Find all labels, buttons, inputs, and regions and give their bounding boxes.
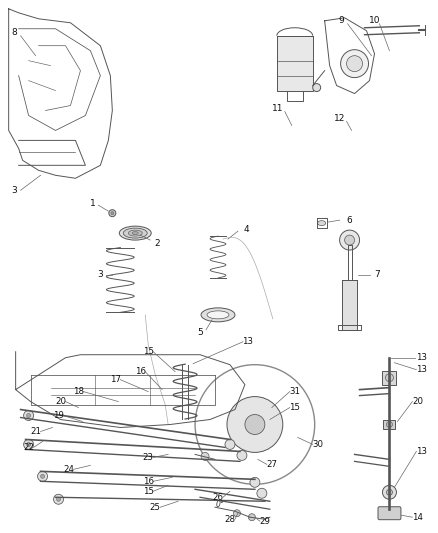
Circle shape (386, 489, 392, 495)
Text: 16: 16 (135, 367, 146, 376)
Bar (277, 36, 313, 91)
Text: 8: 8 (12, 28, 18, 37)
Text: 3: 3 (12, 185, 18, 195)
Text: 13: 13 (416, 447, 427, 456)
Text: 14: 14 (412, 513, 423, 522)
Text: 0°: 0° (215, 500, 224, 508)
Circle shape (386, 422, 392, 427)
Circle shape (27, 414, 31, 417)
Text: 21: 21 (30, 427, 41, 436)
Circle shape (38, 471, 48, 481)
Circle shape (245, 415, 265, 434)
Text: 5: 5 (197, 328, 203, 337)
Text: 2: 2 (154, 239, 160, 247)
Text: 25: 25 (150, 503, 161, 512)
Text: 27: 27 (266, 460, 277, 469)
Circle shape (237, 450, 247, 461)
Text: 3: 3 (98, 270, 103, 279)
Text: 29: 29 (259, 516, 270, 526)
Text: 10: 10 (369, 17, 380, 25)
Text: 13: 13 (242, 337, 254, 346)
Ellipse shape (128, 230, 142, 236)
Text: 11: 11 (272, 104, 283, 113)
Circle shape (225, 439, 235, 449)
Circle shape (227, 397, 283, 453)
Text: 19: 19 (53, 411, 64, 420)
Circle shape (257, 488, 267, 498)
Text: 22: 22 (23, 443, 34, 452)
Text: 17: 17 (110, 375, 121, 384)
Circle shape (57, 497, 60, 501)
Circle shape (201, 453, 209, 461)
Ellipse shape (132, 232, 138, 235)
Circle shape (339, 230, 360, 250)
Text: 24: 24 (63, 465, 74, 474)
Bar (382, 370, 396, 385)
Text: 15: 15 (143, 487, 154, 496)
Text: 13: 13 (416, 365, 427, 374)
Circle shape (41, 474, 45, 478)
Circle shape (385, 374, 393, 382)
Circle shape (27, 442, 31, 447)
Text: 30: 30 (312, 440, 323, 449)
Text: 6: 6 (347, 216, 353, 224)
Circle shape (346, 55, 363, 71)
Text: 12: 12 (334, 114, 345, 123)
Text: 1: 1 (89, 199, 95, 208)
Circle shape (53, 494, 64, 504)
Text: 18: 18 (73, 387, 84, 396)
Text: 31: 31 (289, 387, 300, 396)
Text: 9: 9 (339, 17, 344, 25)
Ellipse shape (318, 221, 326, 225)
Circle shape (250, 478, 260, 487)
Text: 4: 4 (243, 224, 249, 233)
Ellipse shape (119, 226, 151, 240)
Circle shape (382, 486, 396, 499)
Text: 16: 16 (143, 477, 154, 486)
Text: 20: 20 (412, 397, 423, 406)
FancyBboxPatch shape (378, 507, 401, 520)
Text: 26: 26 (212, 493, 223, 502)
Text: 28: 28 (224, 515, 236, 524)
Text: 15: 15 (289, 403, 300, 412)
Ellipse shape (207, 311, 229, 319)
Bar (384, 419, 396, 430)
Circle shape (109, 209, 116, 216)
Circle shape (24, 439, 34, 449)
Text: 13: 13 (416, 353, 427, 362)
Text: 23: 23 (143, 453, 154, 462)
Circle shape (24, 410, 34, 421)
Ellipse shape (201, 308, 235, 322)
Circle shape (248, 514, 255, 521)
Bar (342, 280, 357, 330)
Circle shape (111, 212, 114, 215)
Text: 15: 15 (143, 347, 154, 356)
Circle shape (313, 84, 321, 92)
Circle shape (233, 510, 240, 516)
Circle shape (345, 235, 355, 245)
Text: 7: 7 (374, 270, 380, 279)
Circle shape (341, 50, 368, 78)
Text: 20: 20 (55, 397, 66, 406)
Ellipse shape (124, 228, 147, 238)
